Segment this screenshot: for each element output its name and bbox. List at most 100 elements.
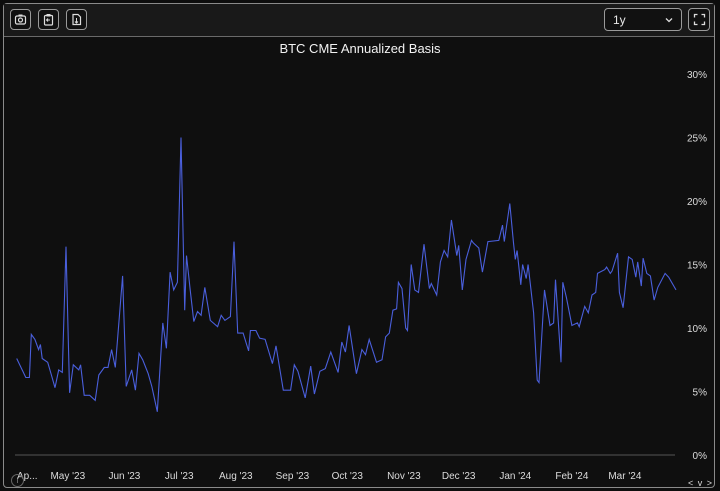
data-point[interactable] [501,223,505,227]
data-point[interactable] [480,270,484,274]
data-point[interactable] [164,346,168,350]
data-point[interactable] [303,396,307,400]
data-point[interactable] [457,243,461,247]
data-point[interactable] [155,410,159,414]
data-point[interactable] [33,337,37,341]
data-point[interactable] [183,308,187,312]
data-point[interactable] [133,388,137,392]
data-point[interactable] [564,296,568,300]
data-point[interactable] [577,325,581,329]
data-point[interactable] [617,290,621,294]
data-point[interactable] [130,368,134,372]
data-point[interactable] [515,249,519,253]
data-point[interactable] [561,280,565,284]
data-point[interactable] [309,364,313,368]
data-point[interactable] [29,332,33,336]
data-point[interactable] [281,388,285,392]
data-point[interactable] [172,288,176,292]
data-point[interactable] [552,321,556,325]
data-point[interactable] [57,368,61,372]
data-point[interactable] [360,348,364,352]
data-point[interactable] [639,284,643,288]
data-point[interactable] [396,280,400,284]
data-point[interactable] [645,271,649,275]
data-point[interactable] [121,274,125,278]
data-point[interactable] [24,376,28,380]
data-point[interactable] [409,263,413,267]
data-point[interactable] [146,372,150,376]
download-button[interactable] [66,9,87,30]
data-point[interactable] [497,238,501,242]
data-point[interactable] [336,370,340,374]
data-point[interactable] [464,257,468,261]
data-point[interactable] [161,321,165,325]
data-point[interactable] [521,263,525,267]
data-point[interactable] [634,275,638,279]
data-point[interactable] [195,309,199,313]
data-point[interactable] [435,293,439,297]
data-point[interactable] [219,313,223,317]
data-point[interactable] [247,349,251,353]
data-point[interactable] [395,307,399,311]
data-point[interactable] [296,369,300,373]
data-point[interactable] [27,376,31,380]
data-point[interactable] [553,278,557,282]
data-point[interactable] [179,136,183,140]
data-point[interactable] [124,384,128,388]
data-point[interactable] [318,369,322,373]
data-point[interactable] [185,254,189,258]
data-point[interactable] [413,288,417,292]
data-point[interactable] [68,391,72,395]
data-point[interactable] [141,358,145,362]
data-point[interactable] [519,283,523,287]
data-point[interactable] [384,335,388,339]
data-point[interactable] [594,290,598,294]
data-point[interactable] [110,348,114,352]
data-point[interactable] [590,293,594,297]
data-point[interactable] [449,218,453,222]
data-point[interactable] [77,368,81,372]
data-point[interactable] [416,290,420,294]
data-point[interactable] [367,337,371,341]
data-point[interactable] [526,263,530,267]
data-point[interactable] [543,288,547,292]
data-point[interactable] [537,381,541,385]
data-point[interactable] [329,350,333,354]
data-point[interactable] [137,351,141,355]
data-point[interactable] [82,393,86,397]
data-point[interactable] [455,254,459,258]
data-point[interactable] [616,251,620,255]
screenshot-button[interactable] [10,9,31,30]
data-point[interactable] [610,269,614,273]
range-select[interactable]: 1y [604,8,682,31]
data-point[interactable] [354,372,358,376]
data-point[interactable] [228,315,232,319]
data-point[interactable] [471,241,475,245]
data-point[interactable] [64,245,68,249]
axis-nav-control[interactable]: < v > [688,478,714,488]
info-icon[interactable]: i [11,474,24,487]
data-point[interactable] [71,363,75,367]
data-point[interactable] [258,336,262,340]
data-point[interactable] [674,288,678,292]
data-point[interactable] [387,331,391,335]
data-point[interactable] [627,255,631,259]
data-point[interactable] [248,329,252,333]
data-point[interactable] [270,362,274,366]
data-point[interactable] [391,308,395,312]
data-point[interactable] [274,344,278,348]
data-point[interactable] [208,318,212,322]
data-point[interactable] [88,393,92,397]
data-point[interactable] [605,265,609,269]
data-point[interactable] [263,337,267,341]
data-point[interactable] [663,271,667,275]
data-point[interactable] [559,360,563,364]
data-point[interactable] [79,363,83,367]
data-point[interactable] [241,331,245,335]
data-point[interactable] [630,257,634,261]
data-point[interactable] [102,365,106,369]
data-point[interactable] [216,325,220,329]
data-point[interactable] [656,285,660,289]
data-point[interactable] [40,356,44,360]
data-point[interactable] [292,363,296,367]
